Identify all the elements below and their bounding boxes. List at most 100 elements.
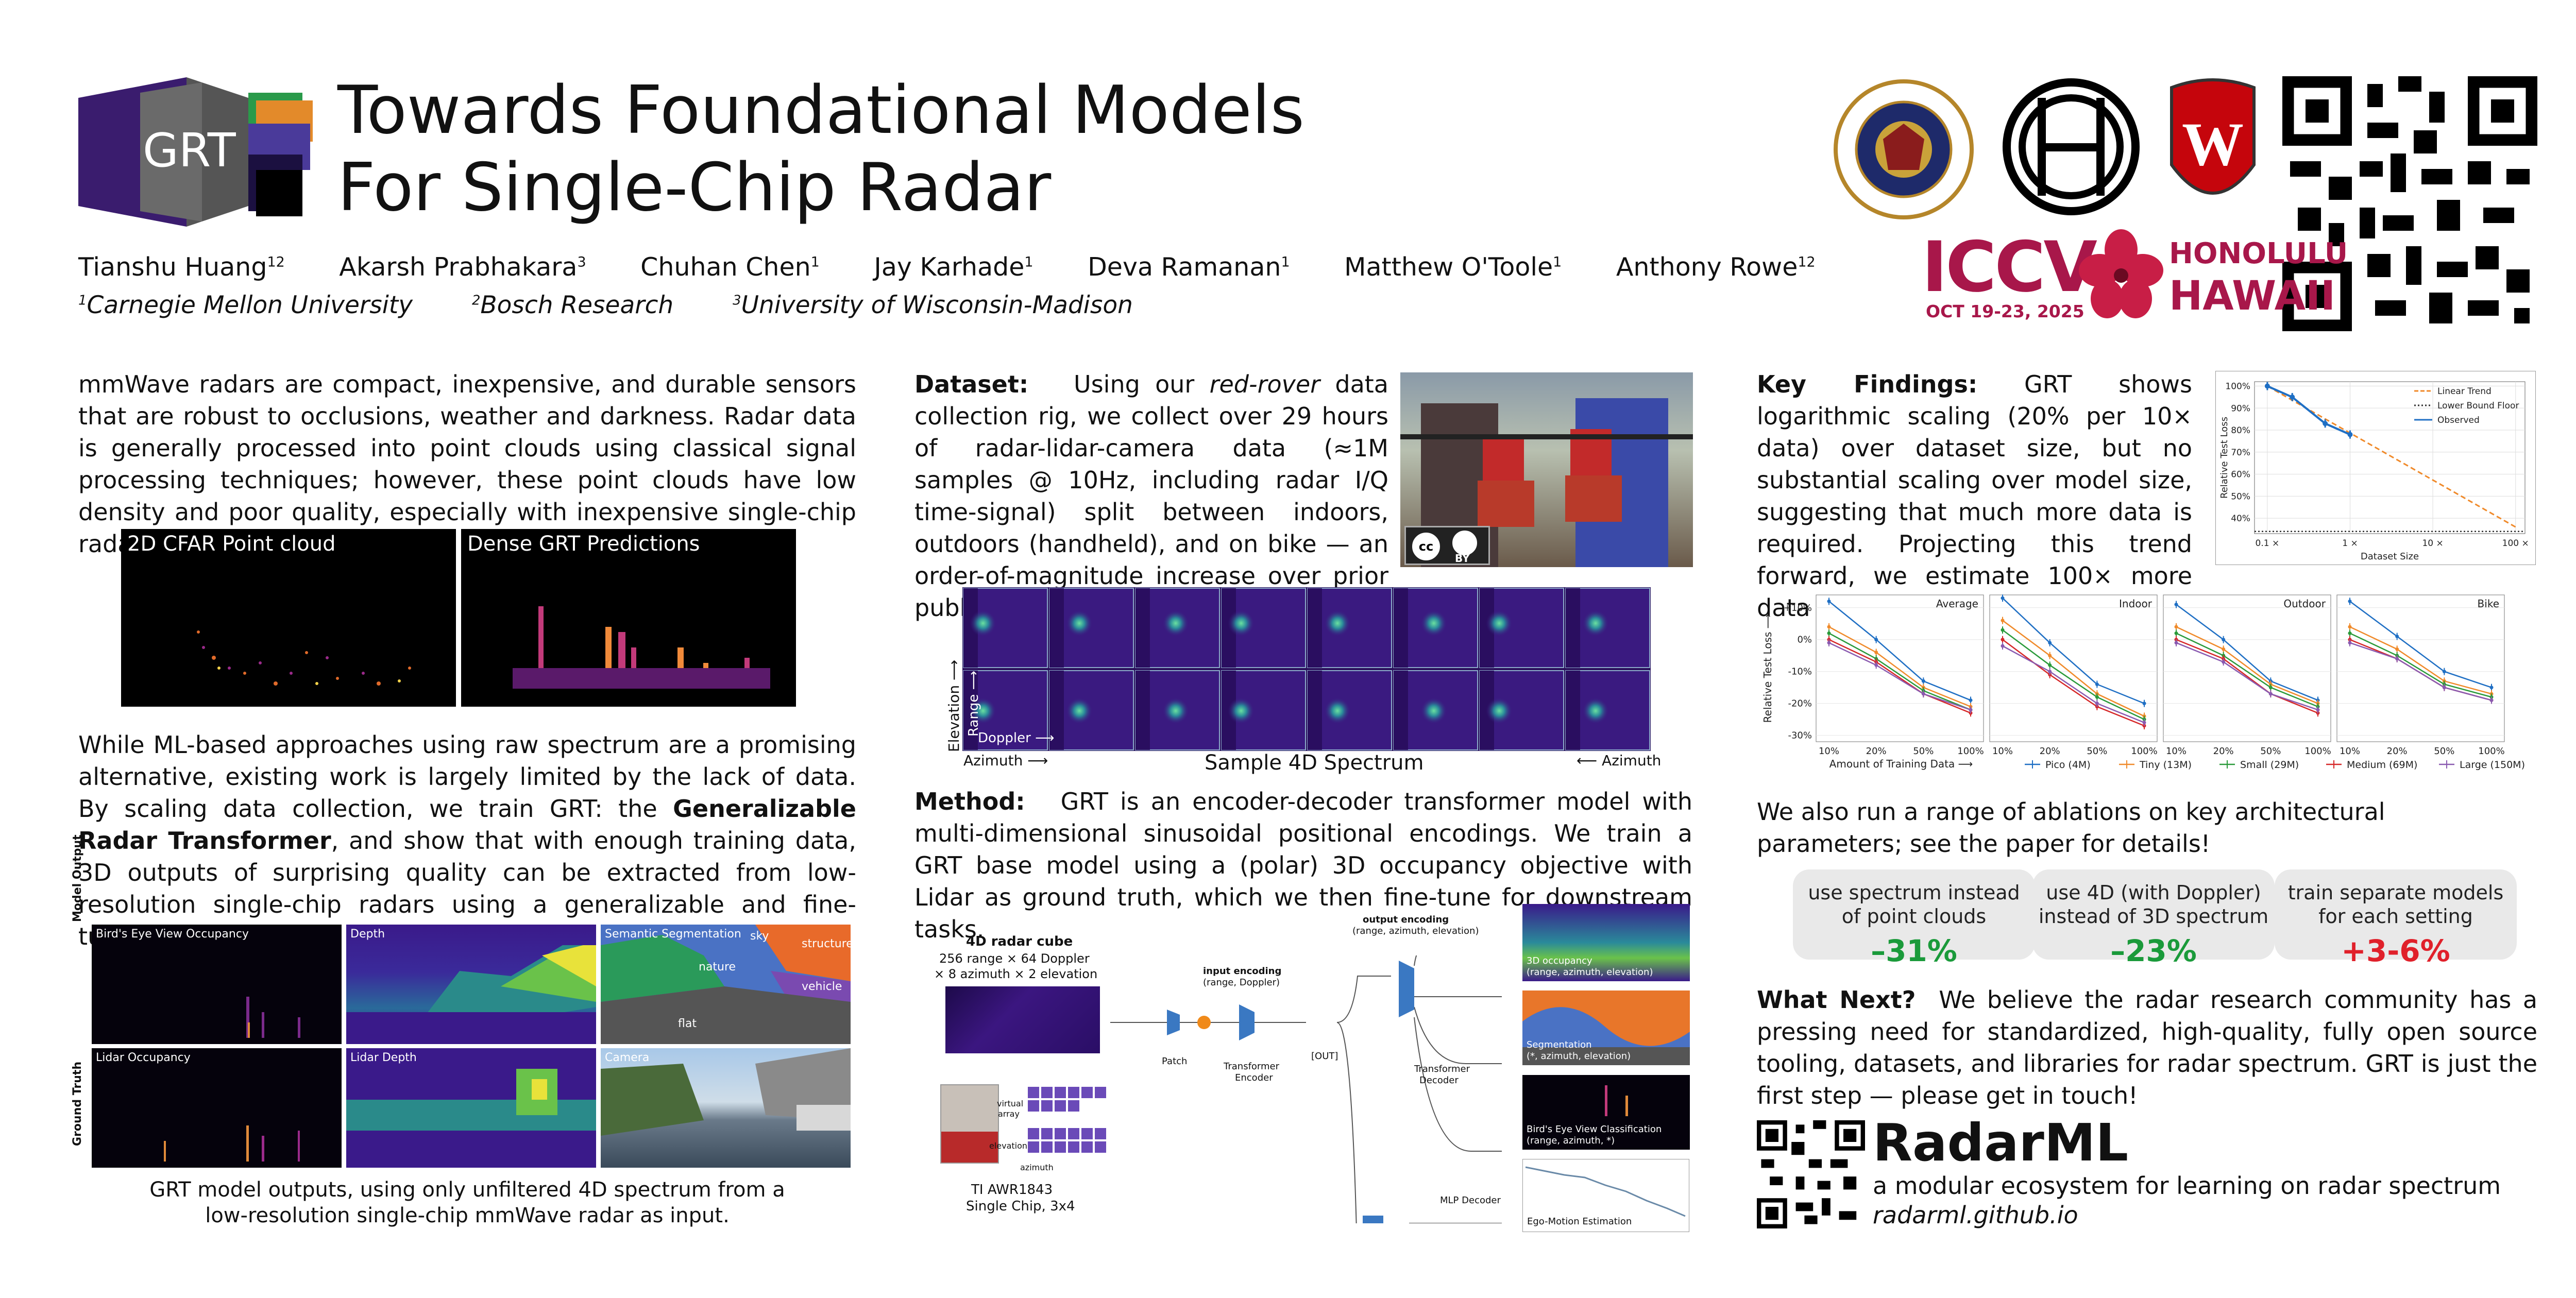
spectrum-peak [1582,697,1609,724]
x-tick-label: 10% [1992,746,2013,757]
author: Tianshu Huang12 [78,252,285,282]
spec-y-label-elevation: Elevation ⟶ [945,659,962,752]
data-point [2222,647,2226,651]
x-tick-label: 10% [1819,746,1839,757]
title-line-1: Towards Foundational Models [337,72,1305,149]
data-point [2095,695,2099,699]
series-line [2176,604,2318,701]
author: Chuhan Chen1 [640,252,820,282]
data-point [2348,599,2352,603]
trend-line [2267,385,2516,528]
affiliation: 1Carnegie Mellon University [78,291,413,319]
series-line [2002,620,2145,717]
legend-label: Lower Bound Floor [2437,401,2519,411]
bosch-logo [2002,77,2141,216]
lidar-depth-panel: Lidar Depth [346,1048,596,1168]
data-point [2142,721,2146,725]
y-tick-label: 60% [2231,470,2250,480]
x-axis-label: Amount of Training Data ⟶ [1829,758,1973,770]
series-line [2176,642,2318,711]
x-tick-label: 10% [2166,746,2187,757]
data-point [1874,663,1878,667]
data-point [2001,638,2005,642]
data-point [2001,619,2005,623]
x-tick-label: 100% [2131,746,2157,757]
data-point [2316,708,2320,712]
poster-title: Towards Foundational Models For Single-C… [337,72,1304,227]
spectrum-band [1136,588,1150,668]
data-point [1827,599,1831,603]
legend-label: Small (29M) [2240,759,2299,771]
data-point [1874,651,1878,655]
spectrum-band [1394,671,1408,750]
seg-label: nature [699,961,736,973]
row-label-model-output: Model Output [71,834,84,922]
series-line [1828,642,1971,711]
spectrum-band [1308,671,1322,750]
uw-madison-logo: W [2166,77,2259,216]
image-label: 2D CFAR Point cloud [127,532,336,556]
architecture-diagram: 4D radar cube 256 range × 64 Doppler × 8… [914,904,1698,1234]
seg-label: flat [678,1017,697,1030]
data-point [2048,641,2052,645]
author-list: Tianshu Huang12 Akarsh Prabhakara3 Chuha… [78,252,1862,282]
hibiscus-icon [2079,229,2163,318]
radarml-link[interactable]: radarml.github.io [1873,1201,2078,1229]
data-point [1921,679,1925,683]
spectrum-band [1049,588,1064,668]
ablation-paragraph: We also run a range of ablations on key … [1757,798,2385,858]
output-ego-motion: Ego-Motion Estimation [1522,1159,1689,1232]
x-tick-label: 50% [2260,746,2281,757]
plot-area [2254,381,2526,534]
y-tick-label: 90% [2231,403,2250,414]
legend-label: Tiny (13M) [2139,759,2192,771]
spectrum-peak [1486,610,1513,637]
data-point [2268,692,2273,696]
spectrum-peak [1420,697,1447,724]
series-line [1828,639,1971,714]
y-tick-label: 70% [2231,448,2250,458]
series-line [2002,639,2145,727]
y-tick-label: 0% [1797,635,1812,645]
x-tick-label: 20% [2213,746,2234,757]
spectrum-band [1049,671,1064,750]
x-tick-label: 1 × [2342,538,2358,549]
spectrum-band [1308,588,1322,668]
grt-logo: GRT [78,77,315,227]
y-tick-label: -30% [1788,730,1812,741]
dense-grt-predictions-image: Dense GRT Predictions [461,529,796,707]
data-point [2348,625,2352,629]
data-point [2395,657,2399,661]
y-tick-label: +10% [1784,603,1812,613]
key-findings-paragraph: Key Findings: GRT shows logarithmic scal… [1757,370,2192,622]
series-line [1828,633,1971,711]
seg-label: sky [750,930,769,943]
data-point [2048,654,2052,658]
series-line [2349,626,2492,695]
panel-frame [1816,594,1984,742]
data-point [2347,432,2353,437]
intro-paragraph: mmWave radars are compact, inexpensive, … [78,370,856,558]
data-point [2489,686,2494,690]
y-tick-label: 50% [2231,491,2250,502]
seg-label: structure [802,937,853,950]
series-line [1828,601,1971,701]
spectrum-band [1566,671,1580,750]
dataset-paragraph: Dataset: Using our red-rover data collec… [914,370,1388,622]
y-tick-label: 40% [2231,514,2250,524]
spectrum-peak [1228,697,1255,724]
qr-code[interactable] [2282,76,2537,331]
x-tick-label: 100 × [2502,538,2529,549]
radarml-qr-code[interactable] [1757,1120,1865,1228]
data-point [1827,641,1831,645]
y-tick-label: 80% [2231,425,2250,436]
spectrum-caption: Sample 4D Spectrum [1205,751,1424,775]
y-tick-label: -20% [1788,698,1812,709]
x-tick-label: 10 × [2422,538,2443,549]
series-line [2176,626,2318,704]
data-point [2442,686,2446,690]
x-tick-label: 50% [1913,746,1934,757]
radar-chip-photo [940,1084,999,1164]
radarml-title: RadarML [1873,1113,2129,1173]
data-point [2264,383,2270,389]
